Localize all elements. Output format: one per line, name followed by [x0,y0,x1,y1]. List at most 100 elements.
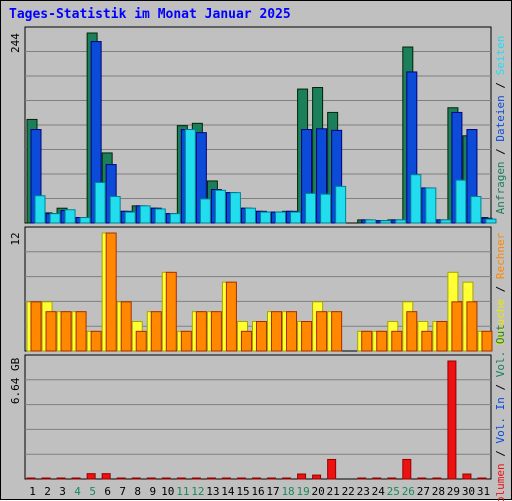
bar-seiten-day-1 [34,195,46,224]
bar-seiten-day-2 [49,213,61,224]
legend-entry: / [494,279,507,299]
bar-volumen-day-30 [462,473,472,480]
bar-volumen-day-20 [312,474,322,480]
legend-top: Anfragen / Dateien / Seiten [494,36,507,215]
bar-volumen-day-23 [357,477,367,480]
legend-entry: Besuche [494,299,507,345]
bar-volumen-day-5 [86,473,96,480]
bar-volumen-day-13 [206,477,216,480]
bar-volumen-day-3 [56,477,66,480]
bar-seiten-day-17 [275,211,287,224]
bar-seiten-day-4 [79,217,91,224]
x-tick-label-15: 15 [236,485,249,498]
bar-rechner-day-8 [135,330,147,352]
bar-seiten-day-10 [169,213,181,224]
bar-volumen-day-21 [327,458,337,480]
bar-volumen-day-18 [282,477,292,480]
bar-rechner-day-29 [451,301,463,352]
bar-rechner-day-25 [391,330,403,352]
bar-rechner-day-19 [301,321,313,352]
x-tick-label-24: 24 [372,485,386,498]
bar-rechner-day-18 [286,311,298,352]
bar-volumen-day-9 [146,477,156,480]
x-tick-label-30: 30 [462,485,475,498]
bar-volumen-day-10 [161,477,171,480]
x-tick-label-18: 18 [281,485,294,498]
bar-volumen-day-26 [402,458,412,480]
bar-seiten-day-3 [64,209,76,224]
x-tick-label-20: 20 [312,485,325,498]
bar-seiten-day-8 [139,205,151,224]
legend-entry: / [494,142,507,162]
y-tick-label-middle: 12 [9,232,22,245]
x-tick-label-23: 23 [357,485,370,498]
bar-rechner-day-24 [376,330,388,352]
y-tick-label-bottom: 6.64 GB [9,357,22,404]
bar-seiten-day-9 [154,208,166,224]
legend-entry: / [494,377,507,397]
bar-volumen-day-25 [387,477,397,480]
x-tick-label-12: 12 [191,485,204,498]
x-tick-label-4: 4 [74,485,81,498]
x-tick-label-5: 5 [89,485,96,498]
bar-rechner-day-11 [180,330,192,352]
legend-entry: Anfragen [494,161,507,214]
y-tick-label-top: 244 [9,33,22,53]
bar-rechner-day-26 [406,311,418,352]
legend-entry: Volumen [494,463,507,501]
bar-rechner-day-31 [481,330,493,352]
bar-seiten-day-28 [440,219,452,224]
bar-seiten-day-7 [124,211,136,224]
bar-volumen-day-19 [297,473,307,480]
bar-rechner-day-4 [75,311,87,352]
bar-volumen-day-16 [251,477,261,480]
bar-seiten-day-13 [214,189,226,224]
bar-seiten-day-31 [485,218,497,224]
bar-seiten-day-27 [425,187,437,224]
bar-rechner-day-23 [361,330,373,352]
bar-seiten-day-26 [410,174,422,224]
bar-rechner-day-1 [30,301,42,352]
bar-seiten-day-12 [199,198,211,224]
x-tick-label-27: 27 [417,485,430,498]
bar-volumen-day-31 [477,477,487,480]
bar-seiten-day-29 [455,179,467,224]
bar-seiten-day-19 [305,192,317,224]
bar-rechner-day-10 [165,271,177,352]
bar-rechner-day-28 [436,321,448,352]
x-tick-label-1: 1 [29,485,36,498]
legend-entry: Vol. Out [494,324,507,377]
bar-seiten-day-21 [335,185,347,224]
x-tick-label-8: 8 [134,485,141,498]
x-tick-label-7: 7 [119,485,126,498]
legend-entry: / [494,443,507,463]
bar-rechner-day-3 [60,311,72,352]
bar-volumen-day-2 [41,477,51,480]
bar-rechner-day-7 [120,301,132,352]
x-tick-label-26: 26 [402,485,415,498]
bar-seiten-day-25 [395,219,407,224]
x-tick-label-22: 22 [342,485,355,498]
x-tick-label-17: 17 [266,485,279,498]
x-tick-label-21: 21 [327,485,340,498]
bar-volumen-day-12 [191,477,201,480]
bar-rechner-day-12 [195,311,207,352]
bar-rechner-day-21 [331,311,343,352]
bar-seiten-day-23 [365,219,377,224]
legend-entry: Dateien [494,95,507,141]
bar-rechner-day-14 [225,281,237,352]
bar-volumen-day-17 [267,477,277,480]
bar-volumen-day-6 [101,473,111,480]
bar-seiten-day-15 [244,207,256,224]
x-tick-label-19: 19 [296,485,309,498]
bar-volumen-day-27 [417,477,427,480]
bar-seiten-day-20 [320,193,332,224]
legend-entry: / [494,75,507,95]
bar-seiten-day-30 [470,196,482,224]
x-tick-label-14: 14 [221,485,235,498]
bar-volumen-day-28 [432,477,442,480]
bar-volumen-day-29 [447,360,457,480]
bar-volumen-day-24 [372,477,382,480]
bar-volumen-day-11 [176,477,186,480]
